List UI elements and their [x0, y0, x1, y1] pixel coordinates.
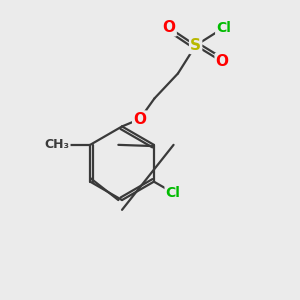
Text: O: O — [163, 20, 176, 35]
Text: O: O — [216, 54, 229, 69]
Text: CH₃: CH₃ — [44, 138, 70, 151]
Text: O: O — [133, 112, 146, 127]
Text: Cl: Cl — [166, 186, 181, 200]
Text: S: S — [190, 38, 201, 53]
Text: Cl: Cl — [216, 21, 231, 35]
